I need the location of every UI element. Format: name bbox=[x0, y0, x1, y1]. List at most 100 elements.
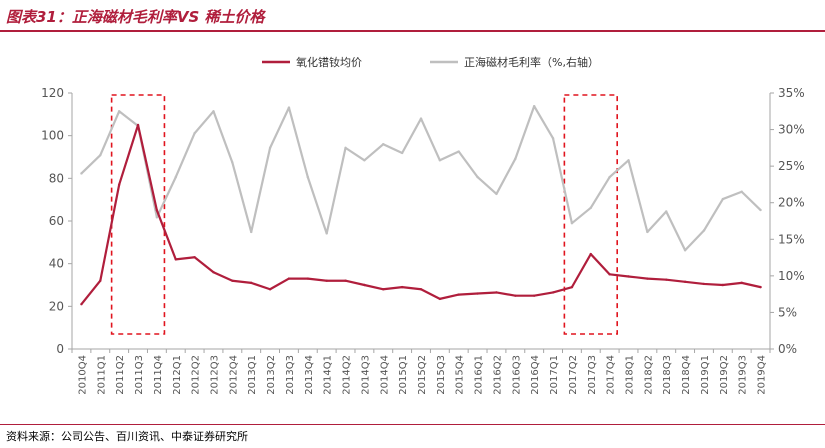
x-tick-label: 2019Q2 bbox=[719, 355, 730, 395]
series-line-prnd-price bbox=[80, 123, 761, 305]
y-left-tick-label: 120 bbox=[41, 86, 64, 100]
x-tick-label: 2016Q1 bbox=[474, 355, 485, 395]
series-line-gross-margin bbox=[80, 105, 762, 252]
prnd-price-point bbox=[419, 288, 423, 291]
highlight-box bbox=[563, 94, 618, 335]
y-right-tick-label: 10% bbox=[778, 269, 805, 283]
x-tick-label: 2019Q1 bbox=[700, 355, 711, 395]
source-note: 资料来源：公司公告、百川资讯、中泰证券研究所 bbox=[6, 430, 248, 443]
x-tick-label: 2012Q1 bbox=[172, 355, 183, 395]
y-left-tick-label: 100 bbox=[41, 129, 64, 143]
x-tick-label: 2013Q3 bbox=[285, 355, 296, 395]
legend: 氧化镨钕均价 正海磁材毛利率（%,右轴） bbox=[262, 55, 599, 69]
axes: 0 20 40 60 80 100 120 0% 5% 10% 15% 20% 25% 30% 35% 201… bbox=[41, 86, 805, 395]
series-layer bbox=[80, 104, 762, 306]
gross-margin-point bbox=[702, 229, 706, 232]
prnd-price-point bbox=[306, 277, 310, 280]
gross-margin-point bbox=[80, 172, 83, 175]
x-tick-label: 2018Q1 bbox=[625, 355, 636, 395]
y-right-tick-label: 0% bbox=[778, 342, 797, 356]
gross-margin-point bbox=[155, 216, 159, 219]
figure-header: 图表31：正海磁材毛利率VS 稀土价格 bbox=[0, 0, 825, 32]
y-right-tick-label: 35% bbox=[778, 86, 805, 100]
y-right-tick-label: 20% bbox=[778, 196, 805, 210]
y-left-tick-label: 40 bbox=[49, 257, 64, 271]
x-tick-label: 2011Q2 bbox=[115, 355, 126, 395]
gross-margin-point bbox=[570, 221, 574, 225]
x-tick-label: 2014Q4 bbox=[379, 355, 390, 395]
prnd-price-point bbox=[551, 291, 555, 294]
gross-margin-point bbox=[117, 110, 121, 113]
gross-margin-point bbox=[438, 159, 442, 162]
gross-margin-point bbox=[344, 146, 347, 150]
gross-margin-point bbox=[514, 157, 517, 161]
prnd-price-point bbox=[287, 277, 291, 280]
prnd-price-point bbox=[250, 281, 253, 285]
x-tick-label: 2014Q3 bbox=[360, 355, 371, 395]
x-tick-label: 2016Q3 bbox=[511, 355, 522, 395]
y-right-tick-label: 5% bbox=[778, 305, 797, 319]
prnd-price-point bbox=[683, 280, 687, 283]
highlight-box bbox=[110, 94, 166, 335]
legend-label: 正海磁材毛利率（%,右轴） bbox=[464, 55, 599, 69]
legend-label: 氧化镨钕均价 bbox=[296, 55, 362, 69]
gross-margin-point bbox=[250, 230, 253, 234]
prnd-price-point bbox=[721, 283, 725, 287]
prnd-price-point bbox=[457, 293, 460, 296]
gross-margin-point bbox=[476, 175, 479, 179]
prnd-price-point bbox=[99, 279, 102, 282]
prnd-price-point bbox=[514, 294, 517, 297]
x-tick-label: 2013Q1 bbox=[247, 355, 258, 395]
gross-margin-point bbox=[495, 192, 498, 196]
y-right-tick-label: 25% bbox=[778, 159, 805, 173]
gross-margin-point bbox=[551, 137, 555, 140]
x-tick-label: 2014Q1 bbox=[323, 355, 334, 395]
x-tick-label: 2015Q2 bbox=[417, 355, 428, 395]
x-tick-label: 2016Q2 bbox=[492, 355, 503, 395]
gross-margin-point bbox=[306, 175, 310, 179]
gross-margin-point bbox=[532, 104, 536, 108]
prnd-price-point bbox=[325, 279, 328, 282]
gross-margin-point bbox=[589, 206, 592, 210]
gross-margin-point bbox=[721, 197, 725, 201]
gross-margin-point bbox=[759, 208, 762, 212]
prnd-price-point bbox=[136, 123, 140, 127]
prnd-price-point bbox=[212, 271, 215, 274]
x-tick-label: 2012Q2 bbox=[191, 355, 202, 395]
x-tick-label: 2018Q3 bbox=[662, 355, 673, 395]
gross-margin-point bbox=[627, 159, 630, 162]
y-left-tick-label: 0 bbox=[56, 342, 64, 356]
x-tick-label: 2010Q4 bbox=[77, 355, 88, 395]
y-left-tick-label: 20 bbox=[49, 299, 64, 313]
x-tick-label: 2016Q4 bbox=[530, 355, 541, 395]
x-tick-label: 2011Q3 bbox=[134, 355, 145, 395]
prnd-price-point bbox=[665, 278, 668, 281]
x-tick-label: 2018Q4 bbox=[681, 355, 692, 395]
gross-margin-point bbox=[457, 150, 460, 153]
x-tick-label: 2017Q2 bbox=[568, 355, 579, 395]
prnd-price-point bbox=[476, 292, 479, 295]
x-tick-label: 2011Q1 bbox=[96, 355, 107, 395]
y-left-tick-label: 80 bbox=[49, 171, 64, 185]
gross-margin-point bbox=[231, 161, 234, 164]
prnd-price-point bbox=[231, 279, 234, 282]
gross-margin-point bbox=[608, 175, 611, 179]
x-tick-label: 2017Q3 bbox=[587, 355, 598, 395]
x-tick-label: 2011Q4 bbox=[153, 355, 164, 395]
prnd-price-point bbox=[627, 275, 630, 278]
gross-margin-point bbox=[646, 230, 649, 234]
gross-margin-point bbox=[174, 175, 177, 179]
prnd-price-point bbox=[80, 303, 83, 306]
y-right-tick-label: 15% bbox=[778, 232, 805, 246]
prnd-price-point bbox=[117, 183, 121, 186]
x-tick-label: 2013Q2 bbox=[266, 355, 277, 395]
gross-margin-point bbox=[382, 143, 385, 146]
prnd-price-point bbox=[268, 288, 272, 291]
prnd-price-point bbox=[532, 294, 536, 297]
prnd-price-point bbox=[759, 285, 762, 289]
gross-margin-point bbox=[740, 190, 743, 193]
prnd-price-point bbox=[193, 256, 196, 259]
x-tick-label: 2017Q1 bbox=[549, 355, 560, 395]
x-tick-label: 2017Q4 bbox=[606, 355, 617, 395]
title-rule bbox=[0, 30, 825, 32]
